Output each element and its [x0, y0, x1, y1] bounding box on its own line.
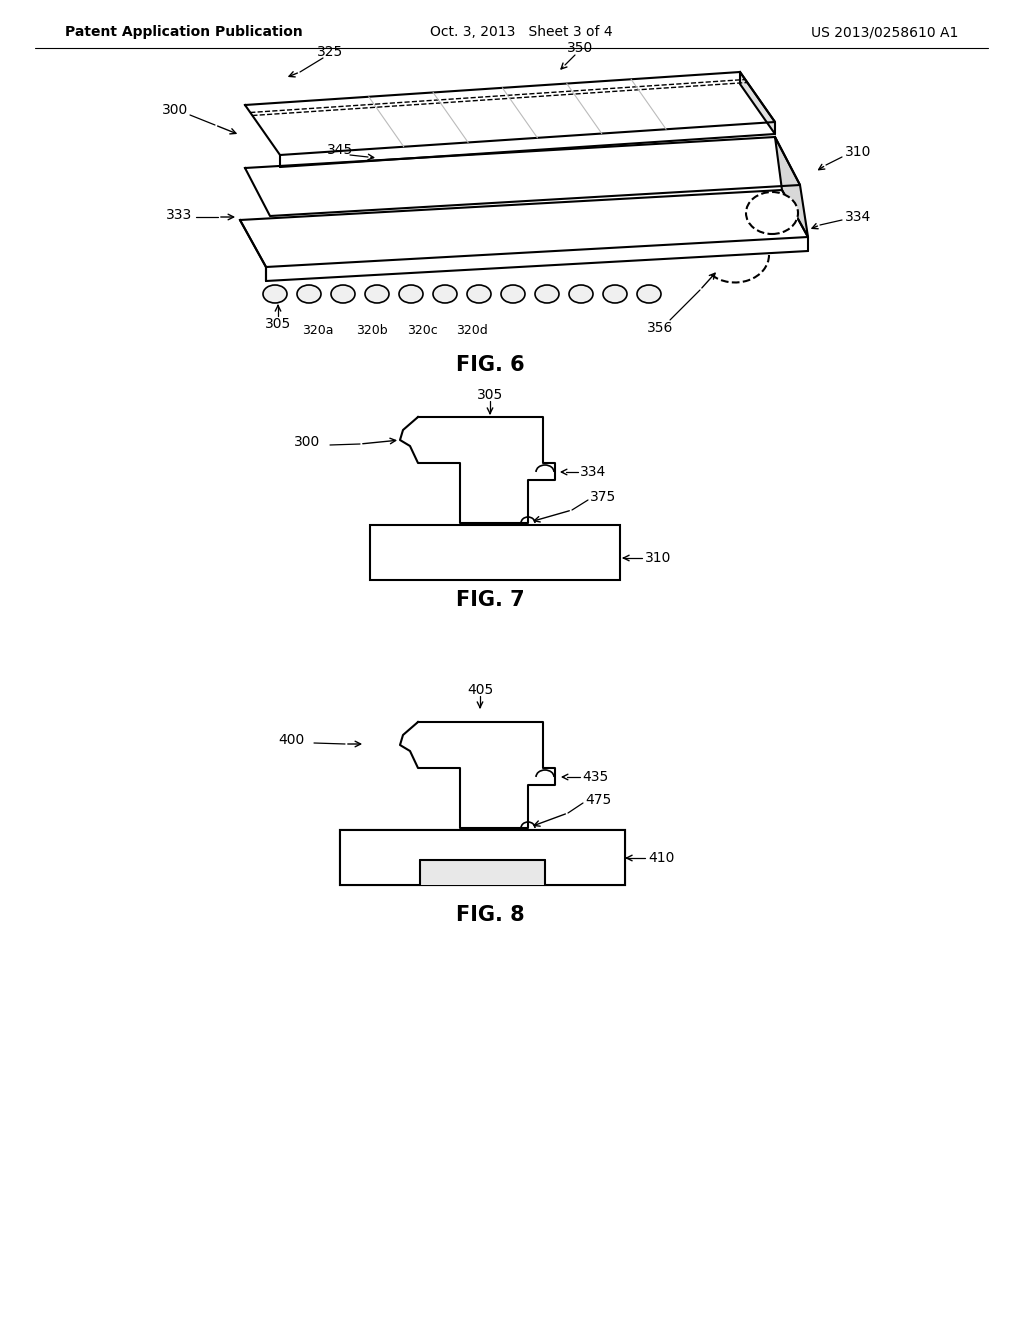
Text: US 2013/0258610 A1: US 2013/0258610 A1 — [811, 25, 958, 40]
Text: Oct. 3, 2013   Sheet 3 of 4: Oct. 3, 2013 Sheet 3 of 4 — [430, 25, 612, 40]
Ellipse shape — [603, 285, 627, 304]
Text: Patent Application Publication: Patent Application Publication — [65, 25, 303, 40]
Polygon shape — [775, 137, 808, 238]
Bar — [340, 830, 625, 884]
Ellipse shape — [637, 285, 662, 304]
Text: 405: 405 — [467, 682, 494, 697]
Text: 410: 410 — [648, 851, 675, 865]
Text: 356: 356 — [647, 321, 673, 335]
Ellipse shape — [297, 285, 321, 304]
Text: 325: 325 — [316, 45, 343, 59]
Ellipse shape — [263, 285, 287, 304]
Ellipse shape — [746, 191, 798, 234]
Polygon shape — [240, 190, 808, 267]
Text: 345: 345 — [327, 143, 353, 157]
Text: 350: 350 — [567, 41, 593, 55]
Text: FIG. 8: FIG. 8 — [456, 906, 524, 925]
Polygon shape — [400, 417, 555, 523]
Ellipse shape — [433, 285, 457, 304]
Bar — [420, 861, 545, 884]
Bar — [370, 525, 620, 579]
Text: 334: 334 — [845, 210, 871, 224]
Bar — [340, 830, 625, 884]
Text: FIG. 6: FIG. 6 — [456, 355, 524, 375]
Text: 300: 300 — [162, 103, 188, 117]
Ellipse shape — [569, 285, 593, 304]
Text: 334: 334 — [580, 465, 606, 479]
Ellipse shape — [399, 285, 423, 304]
Ellipse shape — [365, 285, 389, 304]
Ellipse shape — [331, 285, 355, 304]
Text: 305: 305 — [265, 317, 291, 331]
Text: 320c: 320c — [407, 323, 437, 337]
Polygon shape — [245, 73, 775, 154]
Text: 475: 475 — [585, 793, 611, 807]
Text: 305: 305 — [477, 388, 503, 403]
Text: 477: 477 — [470, 873, 496, 887]
Polygon shape — [245, 137, 800, 216]
Text: 300: 300 — [294, 436, 319, 449]
Text: 400: 400 — [279, 733, 305, 747]
Text: 320b: 320b — [356, 323, 388, 337]
Text: FIG. 7: FIG. 7 — [456, 590, 524, 610]
Text: 310: 310 — [845, 145, 871, 158]
Text: 333: 333 — [166, 209, 193, 222]
Polygon shape — [400, 722, 555, 828]
Text: 435: 435 — [582, 770, 608, 784]
Ellipse shape — [501, 285, 525, 304]
Ellipse shape — [535, 285, 559, 304]
Text: 375: 375 — [590, 490, 616, 504]
Text: 320d: 320d — [456, 323, 487, 337]
Text: 310: 310 — [645, 550, 672, 565]
Text: 320a: 320a — [302, 323, 334, 337]
Polygon shape — [740, 73, 775, 135]
Ellipse shape — [467, 285, 490, 304]
